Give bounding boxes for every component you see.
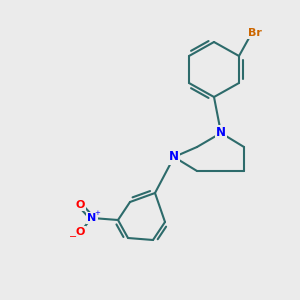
Text: +: + (94, 210, 100, 216)
Text: Br: Br (248, 28, 262, 38)
Text: N: N (216, 127, 226, 140)
Text: N: N (87, 213, 97, 223)
Text: O: O (75, 200, 85, 210)
Text: O: O (75, 227, 85, 237)
Text: N: N (169, 151, 179, 164)
Text: −: − (69, 232, 77, 242)
